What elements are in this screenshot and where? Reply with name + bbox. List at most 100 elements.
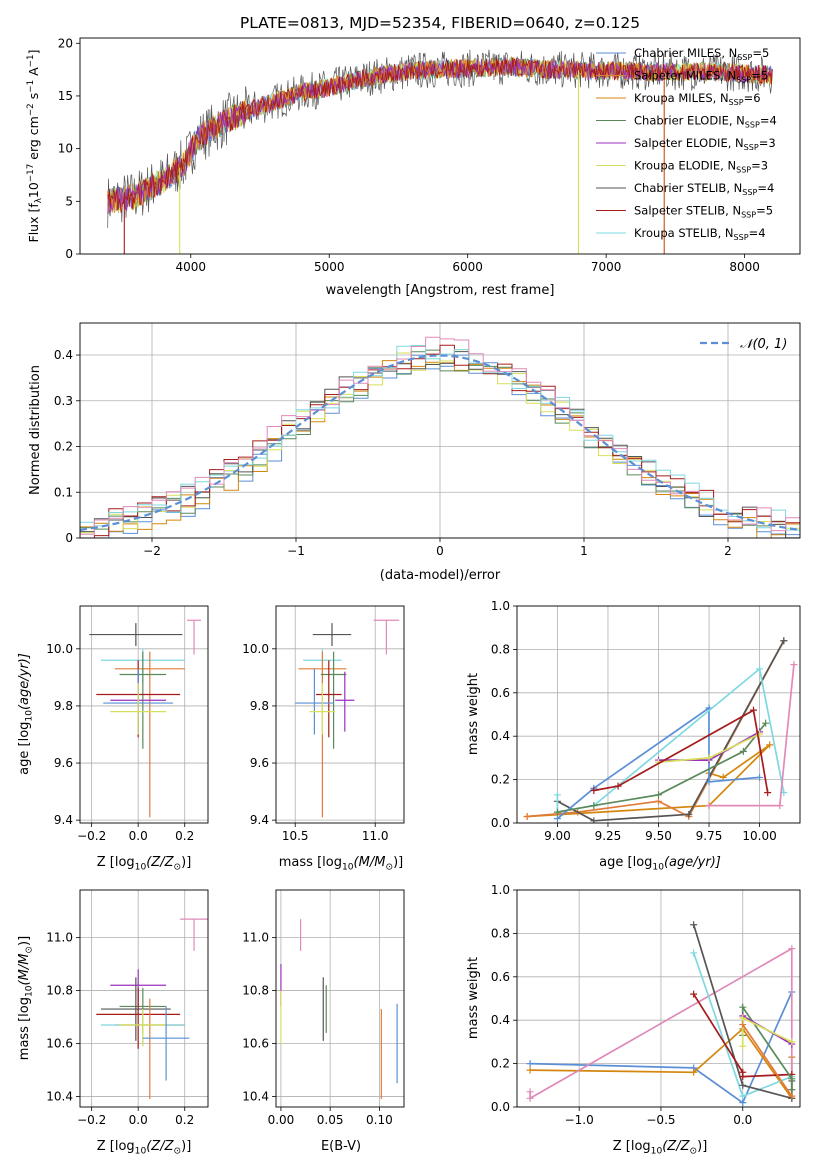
label-part: (Z/Z: [146, 1139, 174, 1154]
normal-curve: [80, 354, 800, 532]
age-vs-metallicity-panel: −0.2 0.0 0.29.49.69.810.0Z [log10(Z/Z⊙)]ag…: [17, 605, 209, 872]
y-tick-label: 10.8: [242, 984, 269, 998]
y-tick-label: 10.0: [46, 642, 73, 656]
weight-marker: [690, 949, 698, 957]
weight-marker: [780, 637, 788, 645]
weight-marker: [756, 665, 764, 673]
label-part: ⊙: [24, 946, 34, 954]
y-tick-label: 9.6: [54, 756, 73, 770]
label-part: 10: [342, 862, 354, 872]
weight-marker: [788, 1086, 796, 1094]
x-tick-label: 10.00: [742, 829, 776, 843]
label-part: −1: [26, 54, 36, 67]
x-axis-label: mass [log10(M/M⊙)]: [279, 855, 403, 872]
weight-line: [527, 640, 785, 818]
label-part: SSP: [741, 210, 756, 219]
y-tick-label: 10.4: [46, 1089, 73, 1103]
weight-marker: [685, 810, 693, 818]
y-axis-label: mass weight: [466, 673, 481, 755]
x-tick-label: −2: [143, 544, 161, 558]
plot-area: [80, 336, 800, 538]
y-tick-label: 10.4: [242, 1089, 269, 1103]
x-axis-label: Z [log10(Z/Z⊙)]: [613, 1139, 708, 1156]
weight-marker: [739, 1042, 747, 1050]
legend-label: Kroupa ELODIE, NSSP=3: [634, 159, 768, 175]
label-part: erg cm: [26, 116, 41, 164]
x-tick-label: 9.25: [595, 829, 622, 843]
weight-marker: [756, 773, 764, 781]
label-part: SSP: [742, 188, 757, 197]
y-tick-label: 10.8: [46, 984, 73, 998]
residual-histogram-panel: −2 −1 0 1 2 0 0.1 0.2 0.3 0.4 (data-model)/error No…: [28, 322, 801, 583]
x-tick-label: 9.50: [645, 829, 672, 843]
label-part: SSP: [734, 233, 749, 242]
label-part: 10: [24, 985, 34, 997]
label-part: Chabrier MILES, N: [634, 46, 737, 60]
weight-marker: [526, 1060, 534, 1068]
weight-marker: [590, 786, 598, 794]
x-axis-label: (data-model)/error: [380, 568, 501, 583]
weight-marker: [750, 706, 758, 714]
y-tick-label: 0.4: [54, 348, 73, 362]
label-part: mass [log: [279, 855, 342, 870]
mass-vs-ebv-panel: 0.00 0.05 0.10 10.4 10.6 10.8 11.0 E(B-V): [242, 889, 405, 1154]
y-tick-label: 1.0: [491, 599, 510, 613]
weight-marker: [526, 1094, 534, 1102]
label-part: )]: [393, 855, 403, 870]
weight-marker: [614, 782, 622, 790]
label-part: )]: [697, 1139, 707, 1154]
label-part: mass [log: [17, 997, 32, 1060]
label-part: Chabrier ELODIE, N: [634, 114, 745, 128]
legend-label: 𝒩(0, 1): [740, 337, 787, 352]
y-tick-label: 0.4: [491, 1013, 510, 1027]
label-part: =4: [749, 226, 766, 240]
label-part: =5: [756, 204, 773, 218]
label-part: )]: [181, 855, 191, 870]
y-tick-label: 10.0: [242, 642, 269, 656]
label-part: (Z/Z: [146, 855, 174, 870]
y-tick-label: 11.0: [46, 931, 73, 945]
legend-label: Chabrier STELIB, NSSP=4: [634, 181, 774, 197]
x-tick-label: 9.75: [696, 829, 723, 843]
label-part: A: [26, 67, 41, 80]
label-part: Salpeter MILES, N: [634, 69, 736, 83]
x-axis-label: Z [log10(Z/Z⊙)]: [97, 855, 192, 872]
label-part: =6: [744, 91, 761, 105]
weight-marker: [705, 754, 713, 762]
x-tick-label: 9.00: [544, 829, 571, 843]
weight-marker: [590, 802, 598, 810]
label-part: −1: [26, 80, 36, 93]
label-part: 10: [24, 710, 34, 722]
label-part: ⊙: [385, 862, 393, 872]
age-vs-mass-panel: 10.5 11.0 9.4 9.6 9.8 10.0 mass [log10(M/M⊙)]: [242, 605, 405, 872]
label-part: age [log: [599, 855, 652, 870]
weight-marker: [739, 1014, 747, 1022]
x-tick-label: 5000: [314, 260, 345, 274]
label-part: (M/M: [17, 954, 32, 986]
label-part: ⊙: [174, 1146, 182, 1156]
label-part: =5: [752, 46, 769, 60]
x-tick-label: 10.5: [282, 829, 309, 843]
label-part: (age/yr)]: [664, 855, 721, 870]
axes-frame: [516, 889, 801, 1108]
weight-marker: [739, 747, 747, 755]
label-part: Z [log: [97, 855, 135, 870]
y-axis-label: Flux [fλ10−17 erg cm−2 s−1 A−1]: [26, 50, 44, 243]
weight-marker: [739, 1092, 747, 1100]
weight-marker: [690, 1068, 698, 1076]
legend-label: Salpeter STELIB, NSSP=5: [634, 204, 773, 220]
label-part: Salpeter STELIB, N: [634, 204, 741, 218]
weight-marker: [526, 1066, 534, 1074]
y-tick-label: 0.1: [54, 485, 73, 499]
spectrum-panel: 4000 5000 6000 7000 8000 0 5 10 15 20 wavelength […: [26, 36, 801, 298]
x-tick-label: −0.2: [77, 829, 106, 843]
x-tick-label: 0.0: [129, 829, 148, 843]
weight-line: [593, 708, 769, 793]
weight-marker: [526, 1088, 534, 1096]
legend-label: Chabrier MILES, NSSP=5: [634, 46, 769, 62]
y-tick-label: 11.0: [242, 931, 269, 945]
y-tick-label: 1.0: [491, 883, 510, 897]
y-tick-label: 0.2: [491, 1057, 510, 1071]
label-part: (M/M: [354, 855, 386, 870]
